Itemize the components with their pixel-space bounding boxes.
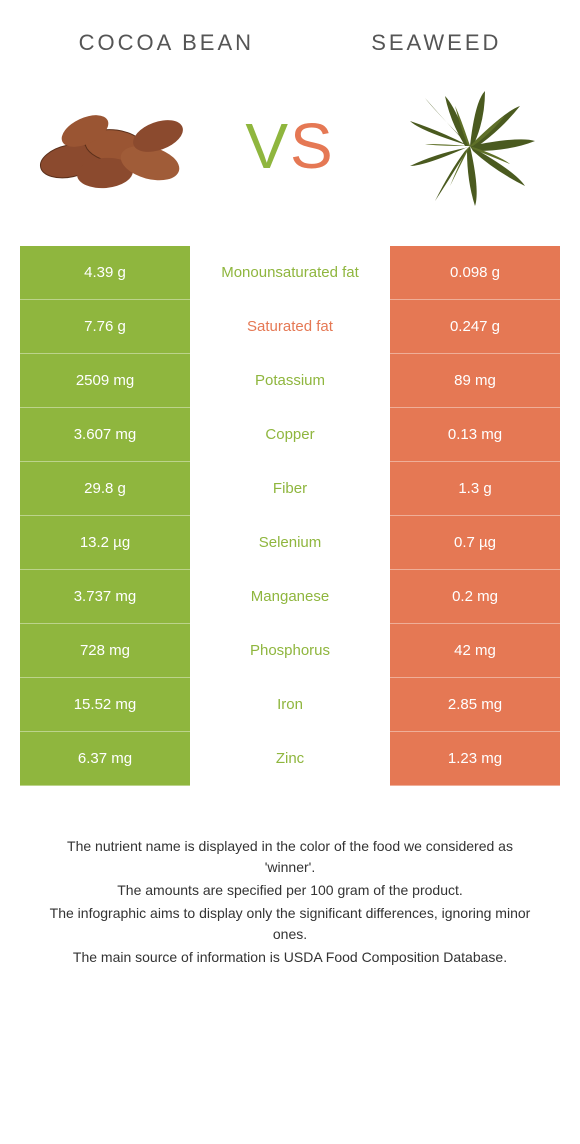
vs-v: V [245,110,290,182]
footer-line-4: The main source of information is USDA F… [40,947,540,968]
value-left: 13.2 µg [20,516,190,570]
table-row: 3.607 mgCopper0.13 mg [20,408,560,462]
value-left: 3.607 mg [20,408,190,462]
seaweed-image [390,76,550,216]
value-right: 0.13 mg [390,408,560,462]
table-row: 2509 mgPotassium89 mg [20,354,560,408]
infographic-container: COCOA BEAN SEAWEED VS [0,0,580,990]
vs-s: S [290,110,335,182]
value-right: 1.3 g [390,462,560,516]
cocoa-bean-image [30,76,190,216]
value-left: 2509 mg [20,354,190,408]
table-row: 7.76 gSaturated fat0.247 g [20,300,560,354]
table-row: 3.737 mgManganese0.2 mg [20,570,560,624]
value-right: 1.23 mg [390,732,560,786]
nutrient-label: Copper [190,408,390,462]
nutrient-label: Fiber [190,462,390,516]
footer-notes: The nutrient name is displayed in the co… [0,786,580,990]
vs-label: VS [245,109,334,183]
footer-line-3: The infographic aims to display only the… [40,903,540,945]
value-left: 15.52 mg [20,678,190,732]
vs-row: VS [0,66,580,246]
value-right: 0.098 g [390,246,560,300]
comparison-table: 4.39 gMonounsaturated fat0.098 g7.76 gSa… [20,246,560,786]
table-row: 13.2 µgSelenium0.7 µg [20,516,560,570]
nutrient-label: Manganese [190,570,390,624]
value-left: 29.8 g [20,462,190,516]
header-row: COCOA BEAN SEAWEED [0,0,580,66]
nutrient-label: Phosphorus [190,624,390,678]
value-left: 4.39 g [20,246,190,300]
nutrient-label: Selenium [190,516,390,570]
table-row: 6.37 mgZinc1.23 mg [20,732,560,786]
value-left: 6.37 mg [20,732,190,786]
value-left: 728 mg [20,624,190,678]
table-row: 4.39 gMonounsaturated fat0.098 g [20,246,560,300]
value-right: 42 mg [390,624,560,678]
footer-line-2: The amounts are specified per 100 gram o… [40,880,540,901]
nutrient-label: Zinc [190,732,390,786]
header-right: SEAWEED [371,30,501,56]
table-row: 29.8 gFiber1.3 g [20,462,560,516]
value-right: 89 mg [390,354,560,408]
nutrient-label: Saturated fat [190,300,390,354]
footer-line-1: The nutrient name is displayed in the co… [40,836,540,878]
value-left: 3.737 mg [20,570,190,624]
value-right: 0.247 g [390,300,560,354]
nutrient-label: Monounsaturated fat [190,246,390,300]
value-left: 7.76 g [20,300,190,354]
header-left: COCOA BEAN [79,30,254,56]
table-row: 15.52 mgIron2.85 mg [20,678,560,732]
value-right: 0.7 µg [390,516,560,570]
nutrient-label: Potassium [190,354,390,408]
table-row: 728 mgPhosphorus42 mg [20,624,560,678]
value-right: 2.85 mg [390,678,560,732]
value-right: 0.2 mg [390,570,560,624]
nutrient-label: Iron [190,678,390,732]
